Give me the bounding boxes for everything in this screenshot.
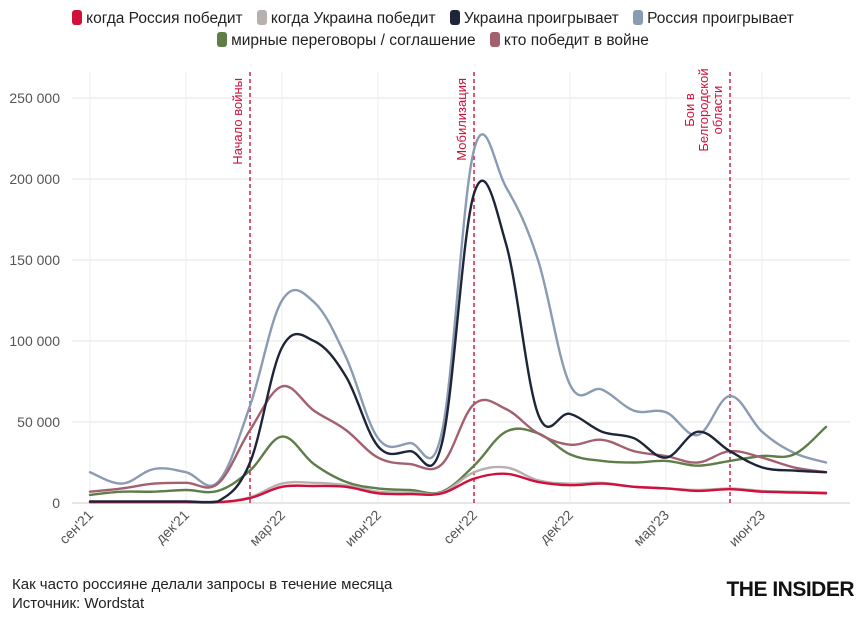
legend-label: когда Украина победит <box>270 10 436 27</box>
footer: Как часто россияне делали запросы в тече… <box>12 575 392 613</box>
legend-item[interactable]: когда Россия победит <box>72 8 243 30</box>
legend-swatch <box>449 10 460 25</box>
series-line <box>88 384 828 493</box>
legend-swatch <box>633 10 644 25</box>
legend-swatch <box>72 10 83 25</box>
legend-label: кто победит в войне <box>503 32 649 49</box>
legend-label: Украина проигрывает <box>463 10 619 27</box>
legend-swatch <box>256 10 267 25</box>
y-tick-label: 100 000 <box>9 333 60 349</box>
legend-item[interactable]: Украина проигрывает <box>449 8 619 30</box>
footer-source: Источник: Wordstat <box>12 595 145 612</box>
legend-item[interactable]: Россия проигрывает <box>633 8 794 30</box>
legend-item[interactable]: когда Украина победит <box>256 8 436 30</box>
x-tick-label: дек'22 <box>536 507 576 547</box>
legend-item[interactable]: кто победит в войне <box>489 30 649 52</box>
x-tick-label: июн'22 <box>341 507 384 550</box>
y-axis: 0 50 000 100 000 150 000 200 000 250 000 <box>9 90 60 511</box>
x-tick-label: июн'23 <box>725 507 768 550</box>
x-tick-label: мар'22 <box>246 507 288 549</box>
legend-row-2: мирные переговоры / соглашение кто побед… <box>0 30 866 52</box>
annotation-label: Начало войны <box>230 78 245 165</box>
series-line <box>88 179 828 504</box>
y-tick-label: 250 000 <box>9 90 60 106</box>
legend-label: мирные переговоры / соглашение <box>231 32 476 49</box>
y-tick-label: 150 000 <box>9 252 60 268</box>
annotation-label: Белгородской <box>696 68 711 151</box>
y-tick-label: 0 <box>52 495 60 511</box>
legend-item[interactable]: мирные переговоры / соглашение <box>217 30 476 52</box>
legend-swatch <box>489 32 500 47</box>
legend-label: когда Россия победит <box>86 10 243 27</box>
x-tick-label: сен'22 <box>440 507 480 547</box>
y-tick-label: 50 000 <box>17 414 60 430</box>
x-tick-label: мар'23 <box>630 507 672 549</box>
series-line <box>88 465 828 504</box>
series-lines <box>88 133 828 504</box>
annotations: Начало войны Мобилизация Бои в Белгородской… <box>230 68 731 503</box>
annotation-label: Бои в <box>682 93 697 127</box>
x-tick-label: дек'21 <box>152 507 192 547</box>
y-tick-label: 200 000 <box>9 171 60 187</box>
x-axis: сен'21 дек'21 мар'22 июн'22 сен'22 дек'22 мар'… <box>56 507 768 550</box>
series-line <box>88 425 828 497</box>
annotation-label: Мобилизация <box>454 78 469 161</box>
annotation-label: области <box>710 86 725 135</box>
series-line <box>88 133 828 487</box>
legend: когда Россия победит когда Украина побед… <box>0 8 866 52</box>
x-tick-label: сен'21 <box>56 507 96 547</box>
legend-label: Россия проигрывает <box>647 10 794 27</box>
legend-row-1: когда Россия победит когда Украина побед… <box>0 8 866 30</box>
legend-swatch <box>217 32 228 47</box>
footer-description: Как часто россияне делали запросы в тече… <box>12 576 393 593</box>
brand-logo: THE INSIDER <box>726 578 854 601</box>
